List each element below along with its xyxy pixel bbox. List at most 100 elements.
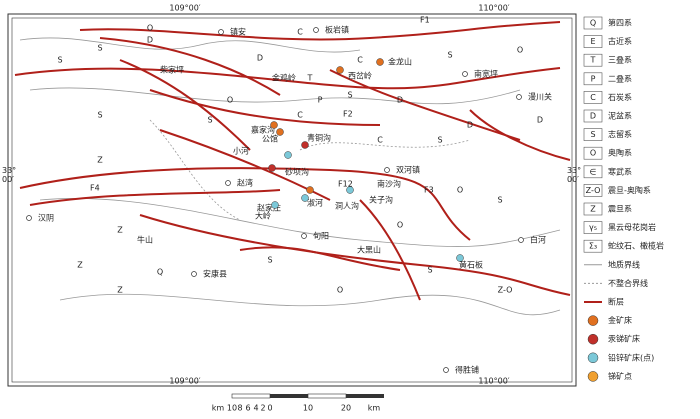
unit-label: S [207, 116, 212, 125]
place-label: 南沙沟 [377, 179, 401, 189]
legend-item: E 古近系 [583, 35, 632, 48]
legend-item: Q 第四系 [583, 16, 632, 30]
scale-label: 6 [245, 404, 250, 413]
place-label: 漫川关 [528, 92, 552, 102]
legend-symbol: ∈ [590, 167, 597, 176]
map-inner-frame [11, 17, 573, 383]
legend-item: P 二叠系 [583, 72, 632, 86]
legend-item: 铅锌矿床(点) [587, 352, 654, 364]
geologic-boundaries [19, 37, 561, 316]
place-label: 大岭 [255, 211, 271, 221]
legend-label: 锑矿点 [608, 371, 632, 381]
legend-swatch [583, 35, 603, 48]
unit-label: S [97, 44, 102, 53]
place-label: 安康县 [203, 269, 227, 279]
place-marker [313, 27, 319, 33]
legend-symbol: T [590, 56, 596, 65]
legend-symbol: E [590, 37, 595, 46]
legend-swatch [583, 72, 603, 86]
unit-label: P [318, 96, 323, 105]
legend-marker [587, 333, 599, 345]
scale-label: 10 [303, 404, 313, 413]
unit-label: C [357, 56, 363, 65]
place-label: 南宽坪 [474, 69, 498, 79]
place-label: 金龙山 [388, 57, 412, 67]
place-marker [518, 237, 524, 243]
legend-symbol: P [591, 74, 596, 83]
legend-label: 奥陶系 [608, 148, 632, 158]
coordinate-label: 109°00′ [169, 377, 200, 386]
unit-label: Z-O [498, 286, 513, 295]
scale-label: 2 [260, 404, 265, 413]
place-label: 双河镇 [396, 165, 420, 175]
place-label: 镇安 [230, 27, 246, 37]
unit-label: O [457, 186, 463, 195]
place-label: 关子沟 [369, 195, 393, 205]
legend-marker [587, 371, 599, 382]
scale-label: km [212, 404, 225, 413]
unit-label: D [537, 116, 543, 125]
legend-symbol: Q [590, 19, 596, 28]
legend-label: 汞锑矿床 [608, 334, 640, 344]
legend-swatch [583, 128, 603, 141]
legend-label: 断层 [608, 297, 624, 307]
place-marker [26, 215, 32, 221]
place-label: 白河 [530, 235, 546, 245]
unit-label: S [447, 51, 452, 60]
legend-label: 石炭系 [608, 92, 632, 102]
legend-swatch [583, 165, 603, 179]
unit-label: D [147, 36, 153, 45]
legend-item: 锑矿点 [587, 371, 632, 382]
fault-label: F2 [343, 110, 353, 119]
unit-label: C [377, 136, 383, 145]
unit-label: Q [157, 268, 163, 277]
unit-label: S [57, 56, 62, 65]
legend-label: 金矿床 [608, 315, 632, 325]
deposit-marker [456, 254, 464, 262]
legend-swatch [583, 109, 603, 123]
deposit-marker [268, 164, 276, 172]
legend-label: 志留系 [608, 129, 632, 139]
deposit-marker [376, 58, 384, 66]
deposit-marker [301, 141, 309, 149]
place-label: 淑河 [307, 198, 323, 208]
place-marker [443, 367, 449, 373]
legend-label: 泥盆系 [608, 111, 632, 121]
unit-label: O [337, 286, 343, 295]
unit-label: Z [117, 286, 123, 295]
legend-swatch [583, 202, 603, 216]
deposit-marker [336, 66, 344, 74]
map-frame [7, 13, 577, 387]
legend-swatch [583, 16, 603, 30]
legend-item: C 石炭系 [583, 91, 632, 104]
legend-symbol: D [590, 112, 596, 121]
legend-item: S 志留系 [583, 128, 632, 141]
fault-label: F12 [338, 180, 353, 189]
legend-item: O 奥陶系 [583, 146, 632, 160]
place-label: 金鸡岭 [272, 73, 296, 83]
unit-label: S [437, 136, 442, 145]
place-marker [384, 167, 390, 173]
legend-label: 寒武系 [608, 166, 632, 176]
coordinate-label: 109°00′ [169, 4, 200, 13]
legend-symbol: C [590, 93, 596, 102]
place-label: 青铜沟 [307, 133, 331, 143]
coordinate-label: 110°00′ [478, 4, 509, 13]
legend-symbol: Z-O [586, 186, 601, 195]
unit-label: C [297, 111, 303, 120]
legend-label: 震旦-奥陶系 [608, 185, 651, 195]
place-label: 旬阳 [313, 231, 329, 241]
legend-item: Σ₃ 蛇纹石、橄榄岩 [583, 239, 664, 253]
unit-label: D [257, 54, 263, 63]
scale-label: 20 [341, 404, 351, 413]
legend-symbol: Σ₃ [589, 242, 597, 251]
scale-label: 4 [253, 404, 258, 413]
deposit-marker [271, 201, 279, 209]
legend-swatch [583, 221, 603, 234]
scale-bar [231, 393, 384, 399]
place-label: 小河 [233, 146, 249, 156]
legend-symbol: S [590, 130, 595, 139]
legend-label: 不整合界线 [608, 278, 648, 288]
scale-label: km [368, 404, 381, 413]
